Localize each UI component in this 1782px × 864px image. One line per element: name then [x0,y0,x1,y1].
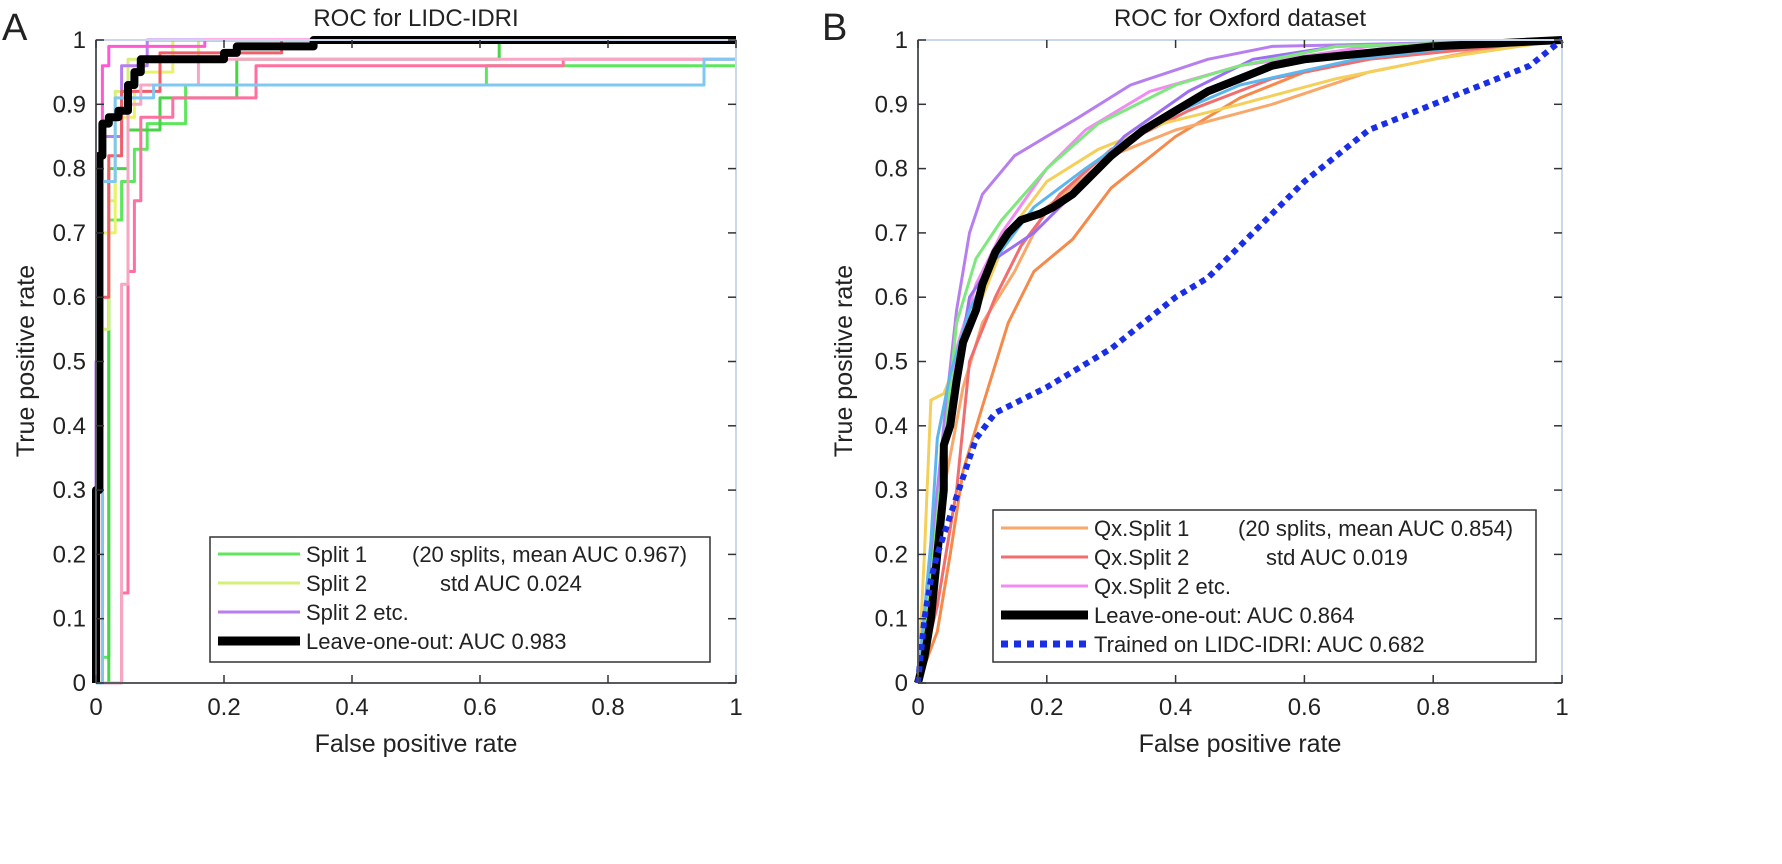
x-tick-label-b: 0 [911,694,924,721]
x-tick-label-a: 0.4 [335,694,368,721]
x-tick-label-a: 0 [89,694,102,721]
x-tick-label-a: 0.8 [591,694,624,721]
legend-label-b-1: Qx.Split 1 [1094,516,1189,541]
y-tick-label-b: 0.2 [875,541,908,568]
chart-panel-a: A ROC for LIDC-IDRI 0 0.2 0.4 0.6 0.8 1 0 0.1 0.… [2,5,743,758]
y-tick-label-a: 0 [73,670,86,697]
legend-note-b-1: (20 splits, mean AUC 0.854) [1238,516,1513,541]
y-tick-label-b: 0.1 [875,606,908,633]
legend-note-b-2: std AUC 0.019 [1266,545,1408,570]
roc-curve-a-11 [92,36,736,683]
roc-curve-a-8 [96,57,736,685]
y-tick-label-b: 0.8 [875,156,908,183]
roc-curve-a-6 [96,57,736,685]
y-tick-label-b: 1 [895,27,908,54]
y-tick-label-b: 0.5 [875,349,908,376]
x-tick-label-a: 0.6 [463,694,496,721]
y-tick-label-a: 0.4 [53,413,86,440]
panel-letter-b: B [822,7,847,49]
roc-curve-b-10 [914,36,1563,684]
y-tick-label-a: 0.5 [53,349,86,376]
legend-label-b-4: Leave-one-out: AUC 0.864 [1094,603,1355,628]
legend-note-a-2: std AUC 0.024 [440,571,582,596]
legend-label-b-5: Trained on LIDC-IDRI: AUC 0.682 [1094,632,1425,657]
legend-label-a-2: Split 2 [306,571,367,596]
x-axis-label-a: False positive rate [315,730,518,758]
y-tick-label-b: 0.9 [875,91,908,118]
chart-title-b: ROC for Oxford dataset [1114,5,1366,32]
y-tick-label-b: 0.4 [875,413,908,440]
ticks-a: 0 0.2 0.4 0.6 0.8 1 0 0.1 0.2 0.3 0.4 0.5 0.6 0.7 0.8 0… [53,27,743,721]
panel-letter-a: A [2,7,28,49]
y-tick-label-a: 0.7 [53,220,86,247]
y-tick-label-a: 0.2 [53,541,86,568]
legend-label-b-3: Qx.Split 2 etc. [1094,574,1231,599]
x-tick-label-b: 0.8 [1417,694,1450,721]
y-axis-label-a: True positive rate [12,265,40,457]
legend-label-a-4: Leave-one-out: AUC 0.983 [306,629,567,654]
y-axis-label-b: True positive rate [830,265,858,457]
roc-curve-b-11 [915,37,1564,684]
y-tick-label-b: 0.3 [875,477,908,504]
x-tick-label-b: 1 [1555,694,1568,721]
y-tick-label-b: 0.6 [875,284,908,311]
x-tick-label-b: 0.4 [1159,694,1192,721]
x-tick-label-a: 1 [729,694,742,721]
x-axis-label-b: False positive rate [1139,730,1342,758]
legend-a: Split 1 (20 splits, mean AUC 0.967) Split … [209,536,711,663]
y-tick-label-a: 1 [73,27,86,54]
y-tick-label-a: 0.9 [53,91,86,118]
x-tick-label-b: 0.6 [1288,694,1321,721]
legend-label-b-2: Qx.Split 2 [1094,545,1189,570]
x-tick-label-a: 0.2 [207,694,240,721]
y-tick-label-a: 0.6 [53,284,86,311]
curves-b [914,36,1564,684]
y-tick-label-a: 0.3 [53,477,86,504]
legend-label-a-3: Split 2 etc. [306,600,409,625]
chart-title-a: ROC for LIDC-IDRI [313,5,518,32]
y-tick-label-b: 0.7 [875,220,908,247]
chart-panel-b: B ROC for Oxford dataset 0 0.2 0.4 0.6 0.8 10… [822,5,1569,758]
roc-curve-b-9 [916,38,1563,684]
legend-label-a-1: Split 1 [306,542,367,567]
y-tick-label-b: 0 [895,670,908,697]
legend-note-a-1: (20 splits, mean AUC 0.967) [412,542,687,567]
y-tick-label-a: 0.8 [53,156,86,183]
legend-b: Qx.Split 1 (20 splits, mean AUC 0.854) Qx.… [992,509,1537,663]
y-tick-label-a: 0.1 [53,606,86,633]
roc-curve-b-4 [916,38,1563,684]
ticks-b: 0 0.2 0.4 0.6 0.8 1 0 0.1 0.2 0.3 0.4 0.5 0.6 0.7 0.8 0… [875,27,1569,721]
x-tick-label-b: 0.2 [1030,694,1063,721]
